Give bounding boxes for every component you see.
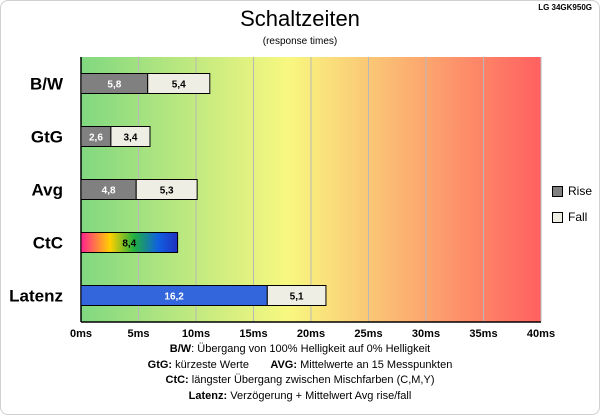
chart-legend: Rise Fall	[552, 178, 592, 230]
legend-label-fall: Fall	[568, 210, 588, 224]
note-ctc: CtC: längster Übergang zwischen Mischfar…	[165, 374, 435, 386]
note-bw: B/W: Übergang von 100% Helligkeit auf 0%…	[169, 343, 431, 355]
x-tick-label: 0ms	[70, 328, 92, 340]
bar-fall	[110, 126, 151, 147]
category-label: B/W	[30, 75, 64, 94]
category-label: GtG	[31, 128, 63, 147]
bar-label-rise: 4,8	[102, 186, 116, 197]
bar-label-fall: 5,3	[160, 186, 174, 197]
bar-label-fall: 5,4	[172, 80, 186, 91]
x-tick-label: 20ms	[297, 328, 325, 340]
x-tick-label: 30ms	[412, 328, 440, 340]
x-tick-label: 15ms	[239, 328, 267, 340]
chart-subtitle: (response times)	[262, 36, 338, 47]
chart-notes: B/W: Übergang von 100% Helligkeit auf 0%…	[0, 342, 600, 404]
bar-label-fall: 3,4	[123, 133, 137, 144]
bar-total	[80, 232, 179, 253]
legend-label-rise: Rise	[568, 184, 593, 198]
note-latenz: Latenz: Verzögerung + Mittelwert Avg ris…	[188, 389, 412, 402]
bar-label-rise: 2,6	[89, 133, 103, 144]
bar-fall	[147, 73, 211, 94]
bar-fall	[266, 285, 327, 306]
bar-fall	[135, 179, 198, 200]
legend-swatch-rise	[552, 185, 563, 197]
category-label: Latenz	[9, 287, 63, 306]
bar-label-fall: 5,1	[290, 292, 304, 303]
monitor-model-label: LG 34GK950G	[538, 3, 592, 12]
x-tick-label: 5ms	[127, 328, 149, 340]
x-tick-label: 10ms	[182, 328, 210, 340]
bar-label: 8,4	[122, 239, 136, 250]
note-gtg-avg: GtG: kürzeste Werte AVG: Mittelwerte an …	[147, 358, 453, 371]
chart-title: Schaltzeiten	[240, 6, 360, 31]
bar-label-rise: 5,8	[107, 80, 121, 91]
x-tick-label: 25ms	[354, 328, 382, 340]
legend-swatch-fall	[552, 211, 563, 223]
category-label: Avg	[32, 181, 64, 200]
category-label: CtC	[33, 234, 63, 253]
x-tick-label: 40ms	[527, 328, 555, 340]
bar-label: 16,2	[164, 292, 184, 303]
x-tick-label: 35ms	[469, 328, 497, 340]
legend-item-fall: Fall	[552, 204, 592, 230]
legend-item-rise: Rise	[552, 178, 592, 204]
